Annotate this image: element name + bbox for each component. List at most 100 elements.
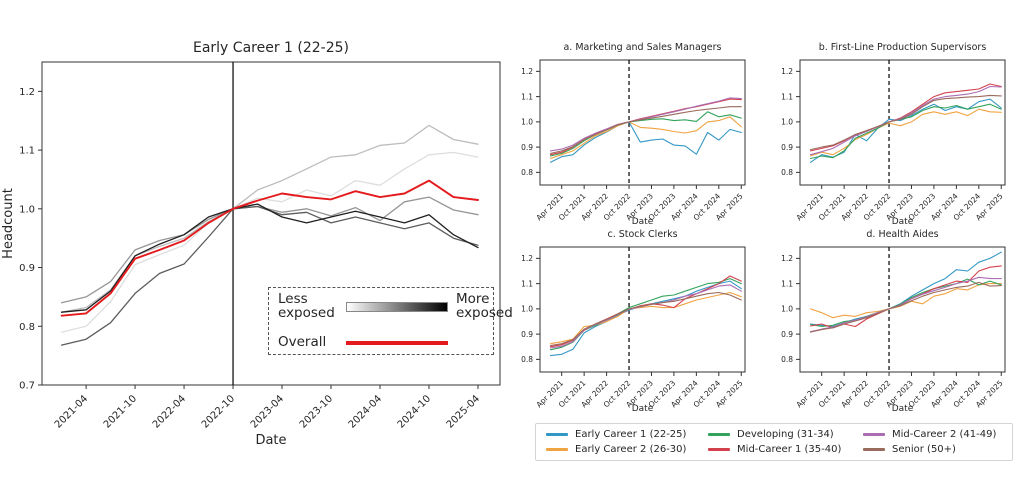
legend-swatch-developing [708,433,731,436]
chart-title: c. Stock Clerks [607,229,677,240]
y-tick-label: 1.0 [521,118,533,127]
legend-swatch-early-career-2 [546,448,568,451]
legend-swatch-mid-career-1 [708,448,731,451]
legend-label: Early Career 2 (26-30) [575,444,687,455]
series-line-early-career-2 [809,108,1002,157]
y-tick-label: 1.1 [781,279,793,288]
legend-swatch-senior [863,448,886,451]
y-tick-label: 0.9 [781,330,793,339]
x-tick-label: 2022-04 [151,393,188,430]
series-line-mid-career-2 [809,276,1002,333]
series-line-mid-career-1 [809,83,1002,152]
legend-item-senior: Senior (50+) [863,444,1002,455]
series-line-early-career-1 [549,280,742,357]
y-tick-label: 0.8 [781,168,793,177]
x-axis-label: Date [892,217,914,227]
overall-label: Overall [278,334,327,351]
series-line-developing [549,278,742,351]
y-tick-label: 1.0 [521,305,533,314]
series-line-mid-career-2 [549,284,742,349]
series-line-developing [549,111,742,157]
series-line-overall [60,179,479,317]
x-tick-label: 2022-10 [200,393,237,430]
y-tick-label: 0.9 [521,143,533,152]
y-tick-label: 1.2 [521,67,533,76]
series-line-senior [549,291,742,347]
chart-title: d. Health Aides [866,229,938,240]
x-axis-label: Date [892,404,914,414]
y-tick-label: 0.8 [19,322,35,333]
x-tick-label: 2025-04 [445,393,482,430]
plot-frame [539,246,746,373]
chart-title: a. Marketing and Sales Managers [563,42,721,53]
overall-line-swatch [346,341,448,345]
legend-item-mid-career-1: Mid-Career 1 (35-40) [708,444,847,455]
x-tick-label: 2024-10 [396,393,433,430]
y-tick-label: 1.2 [19,87,35,98]
legend-label: Mid-Career 1 (35-40) [737,444,842,455]
legend-item-mid-career-2: Mid-Career 2 (41-49) [863,429,1002,440]
y-tick-label: 1.1 [781,92,793,101]
series-line-early-career-2 [549,116,742,160]
legend-label: Early Career 1 (22-25) [575,429,687,440]
series-line-senior [809,94,1002,151]
x-tick-label: 2021-10 [102,393,139,430]
series-line-early-career-1 [809,251,1002,328]
legend-swatch-mid-career-2 [863,433,886,436]
y-tick-label: 1.2 [521,254,533,263]
y-tick-label: 1.1 [19,146,35,157]
y-tick-label: 0.9 [521,330,533,339]
series-line-early-career-2 [549,291,742,345]
exposure-legend: Less exposed More exposed Overall [268,287,513,355]
x-axis-label: Date [255,433,286,448]
series-line-mid-career-2 [809,85,1002,156]
more-exposed-label: More exposed [456,291,513,321]
exposure-legend-row: Less exposed More exposed [278,291,513,321]
y-tick-label: 0.9 [781,143,793,152]
y-tick-label: 1.0 [781,118,793,127]
series-line-senior [809,281,1002,333]
series-line-quintile-1-least-exposed [60,151,479,333]
legend-item-early-career-2: Early Career 2 (26-30) [546,444,692,455]
x-tick-label: 2024-04 [347,393,384,430]
series-line-mid-career-1 [809,265,1002,329]
x-axis-label: Date [632,404,654,414]
chart-title: b. First-Line Production Supervisors [819,42,987,53]
y-tick-label: 0.8 [781,355,793,364]
y-tick-label: 1.2 [781,254,793,263]
y-tick-label: 0.8 [521,168,533,177]
main-chart-early-career-1: 0.7 0.8 0.9 1.0 1.1 1.2 2021-04 2021-10 2022-04 2… [1,40,501,448]
less-exposed-label: Less exposed [278,291,335,321]
plot-frame [799,246,1006,373]
plot-frame [41,61,501,386]
age-group-legend: Early Career 1 (22-25) Early Career 2 (26… [535,423,1013,461]
x-tick-label: 2021-04 [53,393,90,430]
legend-item-early-career-1: Early Career 1 (22-25) [546,429,692,440]
x-tick-label: 2023-10 [298,393,335,430]
legend-swatch-early-career-1 [546,433,568,436]
series-line-quintile-5-most-exposed [60,203,479,313]
chart-title: Early Career 1 (22-25) [193,40,349,56]
y-tick-label: 0.9 [19,263,35,274]
series-line-quintile-3 [60,196,479,304]
x-tick-label: 2023-04 [249,393,286,430]
legend-label: Developing (31-34) [737,429,834,440]
series-line-senior [549,106,742,154]
plot-frame [799,59,1006,186]
series-line-early-career-1 [549,121,742,163]
y-tick-label: 1.1 [521,279,533,288]
series-line-developing [809,103,1002,160]
y-tick-label: 1.1 [521,92,533,101]
x-axis-label: Date [632,217,654,227]
overall-legend-row: Overall [278,334,486,351]
plot-frame [539,59,746,186]
y-axis-label: Headcount [1,188,16,259]
y-tick-label: 1.0 [19,204,35,215]
y-tick-label: 0.8 [521,355,533,364]
exposure-gradient-bar [346,301,448,312]
